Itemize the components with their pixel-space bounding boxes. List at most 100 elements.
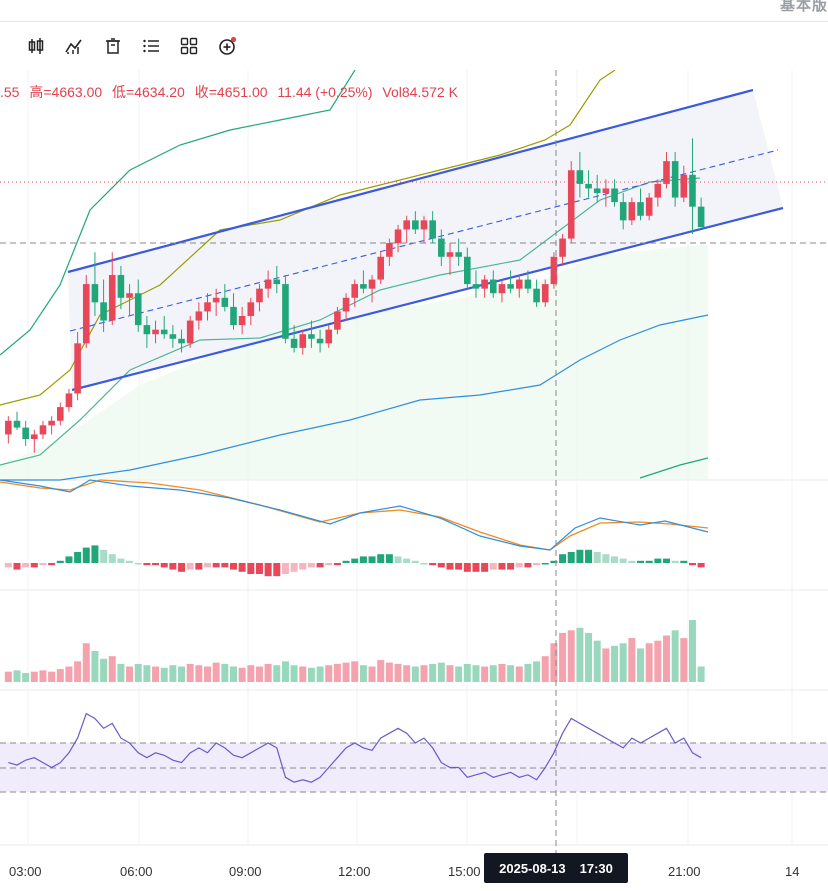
candle-body — [325, 329, 333, 344]
volume-bar — [385, 662, 393, 682]
candle-body — [134, 293, 142, 326]
ohlc-open: .55 — [0, 84, 20, 100]
candle-body — [585, 183, 592, 189]
candle-body — [290, 338, 298, 348]
macd-histogram-bar — [169, 563, 177, 570]
candle-body — [56, 407, 64, 421]
rsi-line — [8, 712, 702, 783]
volume-bar — [186, 663, 194, 682]
candle-body — [481, 279, 488, 289]
candle-body — [489, 279, 497, 294]
volume-bar — [515, 666, 523, 682]
grid-icon[interactable] — [177, 34, 201, 58]
macd-line — [0, 479, 709, 551]
candle-body — [386, 243, 393, 257]
volume-bar — [273, 665, 281, 682]
list-icon[interactable] — [139, 34, 163, 58]
macd-histogram-bar — [411, 560, 419, 563]
candle-body — [230, 306, 237, 326]
candle-body — [22, 427, 29, 439]
candlestick-icon[interactable] — [24, 34, 48, 58]
macd-histogram-bar — [385, 554, 393, 563]
volume-bar — [247, 665, 255, 682]
volume-bar — [437, 662, 445, 682]
volume-bar — [134, 663, 142, 682]
volume-bar — [585, 632, 593, 682]
candle-body — [82, 284, 90, 344]
candle-body — [524, 279, 532, 289]
candle-body — [593, 188, 601, 193]
macd-histogram-bar — [186, 563, 194, 570]
candle-body — [152, 329, 159, 335]
candle-body — [611, 188, 618, 203]
candle-body — [126, 293, 133, 298]
macd-histogram-bar — [593, 552, 601, 563]
macd-histogram-bar — [455, 563, 463, 570]
candle-body — [195, 311, 203, 321]
macd-histogram-bar — [307, 563, 315, 568]
volume-bar — [645, 643, 653, 682]
macd-histogram-bar — [611, 556, 619, 563]
macd-histogram-bar — [178, 563, 186, 572]
candle-body — [247, 302, 255, 316]
crosshair-date: 2025-08-13 — [499, 860, 566, 876]
add-circle-icon[interactable] — [215, 34, 239, 58]
candle-body — [619, 202, 627, 221]
candle-body — [429, 220, 436, 239]
macd-histogram-bar — [117, 558, 125, 563]
candle-body — [420, 220, 428, 230]
candle-body — [221, 297, 229, 307]
candle-body — [377, 256, 385, 280]
candle-body — [334, 311, 341, 330]
volume-bar — [498, 663, 506, 682]
macd-histogram-bar — [645, 560, 653, 563]
macd-histogram-bar — [377, 554, 385, 563]
volume-bar — [455, 666, 463, 682]
volume-bar — [143, 665, 151, 682]
candle-body — [264, 279, 272, 289]
volume-bar — [178, 666, 186, 682]
x-axis-label: 03:00 — [9, 864, 42, 879]
ohlc-legend: .55 高=4663.00 低=4634.20 收=4651.00 11.44 … — [0, 82, 464, 102]
macd-histogram-bar — [281, 563, 289, 574]
volume-bar — [576, 627, 584, 682]
volume-bar — [4, 671, 12, 682]
ohlc-high: 高=4663.00 — [29, 84, 103, 100]
candle-body — [438, 238, 445, 257]
volume-bar — [359, 665, 367, 682]
macd-histogram-bar — [429, 563, 437, 566]
volume-bar — [368, 666, 376, 682]
candle-body — [394, 229, 402, 244]
volume-bar — [108, 656, 116, 682]
indicators-icon[interactable] — [62, 34, 86, 58]
volume-bar — [662, 635, 670, 682]
price-chart[interactable]: 03:00 06:00 09:00 12:00 15:00 21:00 14 — [0, 70, 828, 885]
macd-histogram-bar — [30, 563, 38, 568]
volume-bar — [13, 670, 21, 682]
volume-bar — [411, 666, 419, 682]
volume-bar — [281, 661, 289, 682]
volume-bar — [524, 663, 532, 682]
candle-body — [559, 238, 566, 257]
volume-bar — [593, 640, 601, 682]
macd-histogram-bar — [134, 563, 142, 565]
volume-bar — [307, 667, 315, 682]
moving-average-line — [0, 314, 709, 481]
candle-body — [351, 284, 359, 298]
macd-histogram-bar — [13, 563, 21, 570]
volume-bar — [195, 665, 203, 682]
volume-bar — [333, 663, 341, 682]
volume-bar — [316, 666, 324, 682]
x-axis-label: 09:00 — [229, 864, 262, 879]
macd-histogram-bar — [688, 563, 696, 566]
trash-icon[interactable] — [101, 34, 125, 58]
chart-toolbar — [0, 30, 828, 62]
volume-bar — [82, 643, 90, 682]
macd-histogram-bar — [65, 556, 73, 563]
candle-body — [455, 252, 462, 257]
candle-body — [645, 197, 653, 216]
candle-body — [204, 302, 211, 312]
candle-body — [602, 188, 610, 193]
volume-bar — [671, 630, 679, 682]
